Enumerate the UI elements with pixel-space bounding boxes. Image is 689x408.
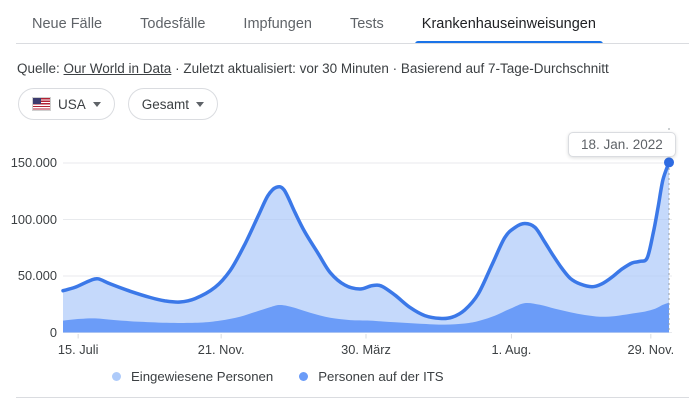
x-axis-label-3: 30. März (341, 342, 391, 357)
tabs-divider (16, 43, 689, 44)
legend-label: Eingewiesene Personen (131, 369, 274, 384)
us-flag-icon (32, 97, 51, 111)
legend-dot-dark-icon (299, 372, 309, 381)
region-dropdown[interactable]: USA (18, 88, 115, 120)
chevron-down-icon (196, 102, 205, 107)
source-bar: Quelle: Our World in Data · Zuletzt aktu… (17, 61, 609, 76)
metric-scope-label: Gesamt (141, 96, 190, 112)
legend-item-its: Personen auf der ITS (299, 369, 444, 384)
chevron-down-icon (92, 102, 101, 107)
metric-tabs: Neue Fälle Todesfälle Impfungen Tests Kr… (25, 12, 604, 44)
tab-tests[interactable]: Tests (349, 16, 384, 32)
filter-row: USA Gesamt (18, 88, 219, 120)
metric-scope-dropdown[interactable]: Gesamt (127, 88, 219, 120)
y-axis-label-0: 0 (49, 324, 57, 340)
chart-legend: Eingewiesene Personen Personen auf der I… (112, 369, 444, 384)
date-tooltip: 18. Jan. 2022 (568, 132, 676, 157)
legend-item-eingewiesene: Eingewiesene Personen (112, 369, 273, 384)
x-axis-label-4: 1. Aug. (491, 342, 532, 357)
y-axis-label-50000: 50.000 (17, 268, 57, 283)
legend-label: Personen auf der ITS (318, 369, 444, 384)
x-axis-label-5: 29. Nov. (627, 342, 675, 357)
source-suffix: · Zuletzt aktualisiert: vor 30 Minuten ·… (171, 61, 609, 76)
y-axis-label-150000: 150.000 (10, 155, 57, 170)
region-dropdown-label: USA (58, 96, 86, 112)
source-link[interactable]: Our World in Data (63, 61, 172, 76)
tab-krankenhauseinweisungen[interactable]: Krankenhauseinweisungen (414, 12, 604, 44)
x-axis-label-1: 15. Juli (57, 342, 99, 357)
tab-neue-faelle[interactable]: Neue Fälle (32, 16, 103, 32)
y-axis-label-100000: 100.000 (10, 211, 57, 227)
tab-todesfaelle[interactable]: Todesfälle (140, 16, 206, 32)
tab-impfungen[interactable]: Impfungen (243, 16, 312, 32)
legend-dot-light-icon (112, 372, 121, 381)
bottom-divider (16, 397, 689, 398)
x-axis-label-2: 21. Nov. (197, 342, 245, 357)
source-prefix: Quelle: (17, 61, 64, 76)
